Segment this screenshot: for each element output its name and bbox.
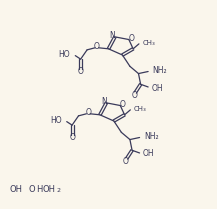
Text: OH: OH: [151, 84, 163, 93]
Text: CH₃: CH₃: [143, 40, 155, 46]
Text: HO: HO: [59, 50, 70, 59]
Text: O: O: [78, 68, 84, 76]
Text: OH: OH: [143, 149, 155, 158]
Text: O: O: [123, 157, 129, 166]
Text: HO: HO: [50, 116, 62, 125]
Text: NH₂: NH₂: [153, 66, 167, 75]
Text: O: O: [69, 133, 75, 142]
Text: N: N: [101, 97, 107, 106]
Text: OH: OH: [42, 185, 55, 194]
Text: N: N: [110, 31, 115, 40]
Text: CH₃: CH₃: [134, 106, 147, 112]
Text: O: O: [120, 100, 126, 109]
Text: NH₂: NH₂: [144, 132, 159, 141]
Text: O: O: [131, 91, 137, 100]
Text: O: O: [128, 34, 134, 43]
Text: OH: OH: [10, 185, 23, 194]
Text: O: O: [28, 185, 35, 194]
Text: O: O: [94, 42, 100, 51]
Text: H: H: [36, 185, 42, 194]
Text: 2: 2: [56, 188, 60, 193]
Text: O: O: [85, 108, 91, 117]
